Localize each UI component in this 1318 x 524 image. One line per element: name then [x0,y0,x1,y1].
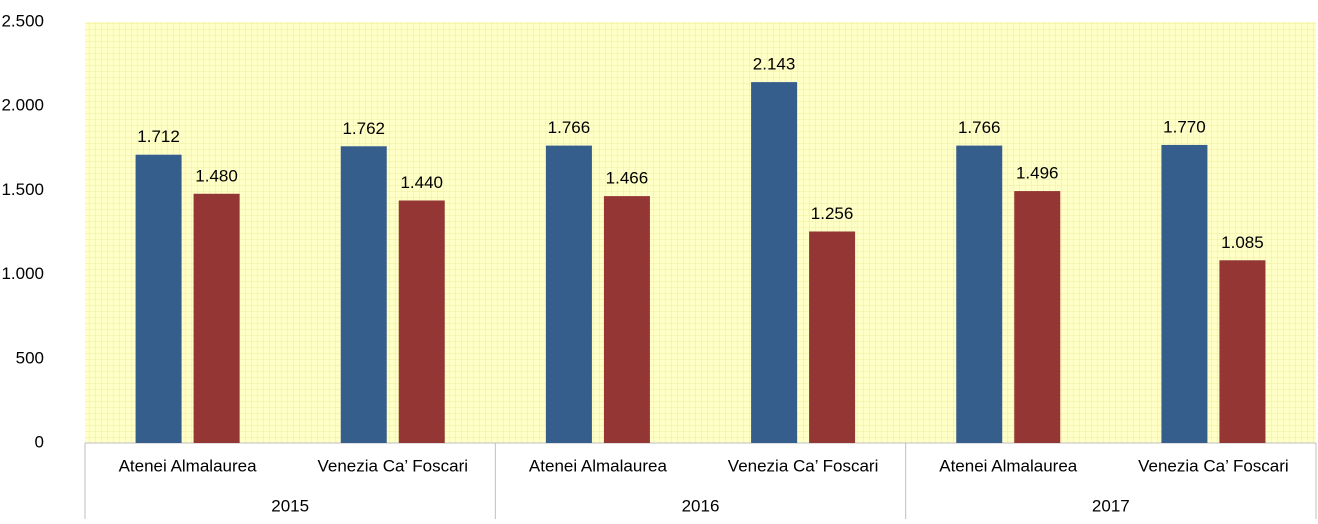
value-label: 1.256 [811,204,854,223]
group-label: 2015 [271,496,309,515]
bar [398,200,445,443]
bar [1219,260,1266,443]
y-tick-label: 1.500 [1,180,44,199]
bar [956,145,1003,444]
group-label: 2017 [1092,496,1130,515]
value-label: 1.762 [342,119,385,138]
x-tick-label: Atenei Almalaurea [529,456,668,475]
group-label: 2016 [682,496,720,515]
value-label: 1.466 [606,169,649,188]
y-tick-label: 500 [16,348,44,367]
bar [1161,144,1208,443]
y-tick-label: 2.000 [1,96,44,115]
value-label: 2.143 [753,55,796,74]
plot-area [85,22,1316,443]
bar [751,82,798,443]
y-tick-label: 0 [35,432,44,451]
bar [809,231,856,443]
value-label: 1.770 [1163,117,1206,136]
value-label: 1.440 [400,173,443,192]
bar [340,146,387,443]
value-label: 1.766 [548,118,591,137]
x-tick-label: Venezia Ca’ Foscari [317,456,468,475]
x-tick-label: Venezia Ca’ Foscari [1138,456,1289,475]
y-tick-label: 2.500 [1,11,44,30]
x-tick-label: Atenei Almalaurea [119,456,258,475]
x-tick-label: Venezia Ca’ Foscari [728,456,879,475]
value-label: 1.480 [195,166,238,185]
value-label: 1.085 [1221,233,1264,252]
y-tick-label: 1.000 [1,264,44,283]
bar [193,193,240,443]
value-label: 1.766 [958,118,1001,137]
bar [603,196,650,443]
bar [545,145,592,444]
x-tick-label: Atenei Almalaurea [939,456,1078,475]
bar [1014,191,1061,443]
value-label: 1.496 [1016,164,1059,183]
value-label: 1.712 [137,127,180,146]
bar [135,154,182,443]
